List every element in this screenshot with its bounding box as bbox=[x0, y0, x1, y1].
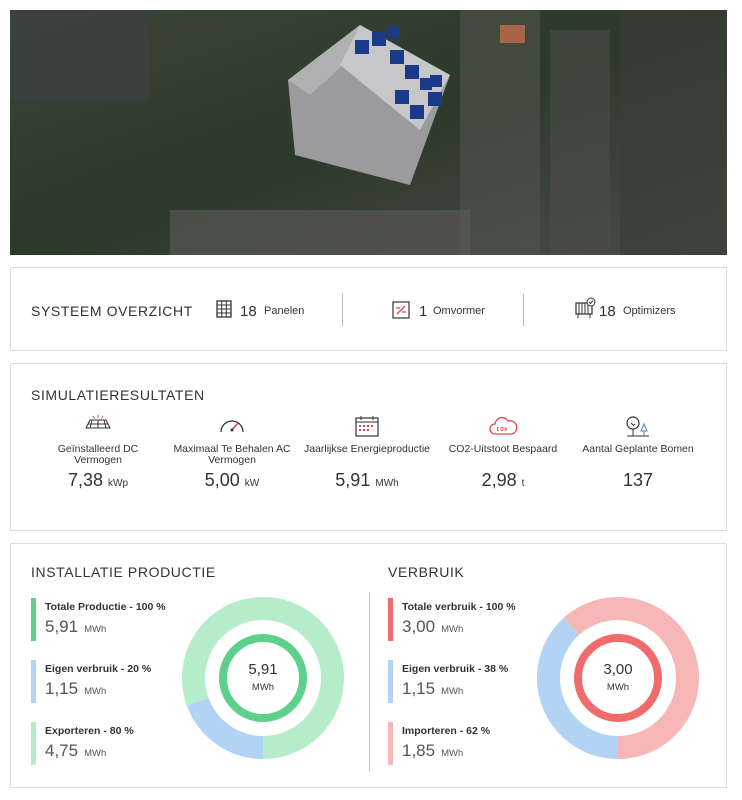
legend-bar bbox=[388, 598, 393, 641]
donut-segment bbox=[186, 697, 264, 759]
legend-entry: Totale Productie - 100 % 5,91 MWh bbox=[31, 598, 181, 641]
legend-value: 1,15 bbox=[45, 679, 79, 698]
donut-segment bbox=[182, 597, 344, 759]
donut-total-ring bbox=[219, 634, 307, 722]
simulation-unit: t bbox=[521, 478, 525, 489]
energy-card: INSTALLATIE PRODUCTIE VERBRUIK Totale Pr… bbox=[10, 543, 727, 788]
inverter-icon bbox=[392, 301, 410, 319]
simulation-value-row: 5,00 kW bbox=[167, 470, 297, 491]
separator bbox=[342, 294, 343, 326]
simulation-value-row: 137 bbox=[573, 470, 703, 491]
simulation-label: Aantal Geplante Bomen bbox=[582, 443, 694, 455]
legend-value-row: 1,15 MWh bbox=[45, 679, 106, 699]
legend-label: Eigen verbruik - 38 % bbox=[402, 663, 509, 675]
inverter-label: Omvormer bbox=[433, 305, 485, 317]
simulation-card: SIMULATIERESULTATEN Geïnstalleerd DC Ver… bbox=[10, 363, 727, 531]
inverter-count: 1 bbox=[419, 303, 428, 320]
simulation-value: 137 bbox=[622, 470, 654, 490]
legend-bar bbox=[31, 660, 36, 703]
simulation-icon bbox=[626, 416, 649, 437]
legend-entry: Eigen verbruik - 38 % 1,15 MWh bbox=[388, 660, 538, 703]
legend-value: 4,75 bbox=[45, 741, 79, 760]
legend-unit: MWh bbox=[84, 624, 107, 635]
aerial-photo bbox=[10, 10, 727, 255]
simulation-value: 2,98 bbox=[481, 470, 517, 490]
simulation-title: SIMULATIERESULTATEN bbox=[31, 387, 205, 403]
panel-count: 18 bbox=[240, 303, 257, 320]
donut-chart: 3,00 MWh bbox=[537, 597, 699, 759]
simulation-item: CO2-Uitstoot Bespaard 2,98 t bbox=[438, 414, 568, 491]
legend-value: 1,85 bbox=[402, 741, 436, 760]
legend-bar bbox=[388, 722, 393, 765]
legend-unit: MWh bbox=[441, 624, 464, 635]
optimizer-count: 18 bbox=[599, 303, 616, 320]
legend-entry: Importeren - 62 % 1,85 MWh bbox=[388, 722, 538, 765]
donut-total-ring bbox=[574, 634, 662, 722]
simulation-icon bbox=[489, 416, 518, 435]
consumption-title: VERBRUIK bbox=[388, 564, 465, 580]
panel-icon bbox=[216, 300, 232, 318]
legend-bar bbox=[31, 722, 36, 765]
legend-entry: Eigen verbruik - 20 % 1,15 MWh bbox=[31, 660, 181, 703]
legend-value-row: 1,15 MWh bbox=[402, 679, 463, 699]
legend-label: Exporteren - 80 % bbox=[45, 725, 134, 737]
simulation-unit: MWh bbox=[375, 478, 399, 489]
legend-label: Totale Productie - 100 % bbox=[45, 601, 166, 613]
legend-bar bbox=[31, 598, 36, 641]
simulation-label: Maximaal Te Behalen AC Vermogen bbox=[173, 443, 291, 466]
production-title: INSTALLATIE PRODUCTIE bbox=[31, 564, 216, 580]
simulation-unit: kWp bbox=[108, 478, 129, 489]
legend-bar bbox=[388, 660, 393, 703]
divider bbox=[369, 592, 370, 772]
legend-unit: MWh bbox=[441, 748, 464, 759]
optimizer-icon bbox=[575, 297, 596, 318]
donut-center-unit: MWh bbox=[252, 682, 274, 693]
simulation-item: Geïnstalleerd DC Vermogen 7,38 kWp bbox=[33, 414, 163, 491]
simulation-label: Geïnstalleerd DC Vermogen bbox=[57, 443, 139, 466]
simulation-value: 5,91 bbox=[335, 470, 371, 490]
legend-entry: Exporteren - 80 % 4,75 MWh bbox=[31, 722, 181, 765]
legend-unit: MWh bbox=[84, 748, 107, 759]
legend-unit: MWh bbox=[441, 686, 464, 697]
overview-title: SYSTEEM OVERZICHT bbox=[31, 303, 193, 319]
simulation-item: Jaarlijkse Energieproductie 5,91 MWh bbox=[302, 414, 432, 491]
donut-segment bbox=[563, 597, 699, 759]
simulation-value: 5,00 bbox=[204, 470, 240, 490]
legend-value-row: 5,91 MWh bbox=[45, 617, 106, 637]
simulation-item: Aantal Geplante Bomen 137 bbox=[573, 414, 703, 491]
overview-card: SYSTEEM OVERZICHT 18 Panelen 1 Omvormer … bbox=[10, 267, 727, 351]
simulation-label: CO2-Uitstoot Bespaard bbox=[448, 443, 558, 455]
legend-value: 5,91 bbox=[45, 617, 79, 636]
optimizer-label: Optimizers bbox=[623, 305, 676, 317]
legend-label: Totale verbruik - 100 % bbox=[402, 601, 516, 613]
legend-entry: Totale verbruik - 100 % 3,00 MWh bbox=[388, 598, 538, 641]
legend-unit: MWh bbox=[84, 686, 107, 697]
simulation-value-row: 5,91 MWh bbox=[302, 470, 432, 491]
simulation-item: Maximaal Te Behalen AC Vermogen 5,00 kW bbox=[167, 414, 297, 491]
simulation-icon bbox=[85, 415, 111, 429]
legend-value-row: 3,00 MWh bbox=[402, 617, 463, 637]
donut-center-value: 3,00 bbox=[603, 661, 632, 678]
donut-center-unit: MWh bbox=[607, 682, 629, 693]
simulation-label: Jaarlijkse Energieproductie bbox=[303, 443, 431, 455]
simulation-icon bbox=[355, 416, 379, 437]
legend-value: 3,00 bbox=[402, 617, 436, 636]
donut-segment bbox=[537, 617, 619, 759]
simulation-unit: kW bbox=[244, 478, 260, 489]
legend-value-row: 1,85 MWh bbox=[402, 741, 463, 761]
simulation-icon bbox=[220, 420, 244, 433]
simulation-value-row: 7,38 kWp bbox=[33, 470, 163, 491]
donut-chart: 5,91 MWh bbox=[182, 597, 344, 759]
simulation-value: 7,38 bbox=[67, 470, 104, 490]
donut-center-value: 5,91 bbox=[248, 661, 277, 678]
legend-label: Eigen verbruik - 20 % bbox=[45, 663, 152, 675]
legend-label: Importeren - 62 % bbox=[402, 725, 491, 737]
legend-value-row: 4,75 MWh bbox=[45, 741, 106, 761]
simulation-value-row: 2,98 t bbox=[438, 470, 568, 491]
separator bbox=[523, 294, 524, 326]
panel-label: Panelen bbox=[264, 305, 305, 317]
legend-value: 1,15 bbox=[402, 679, 436, 698]
